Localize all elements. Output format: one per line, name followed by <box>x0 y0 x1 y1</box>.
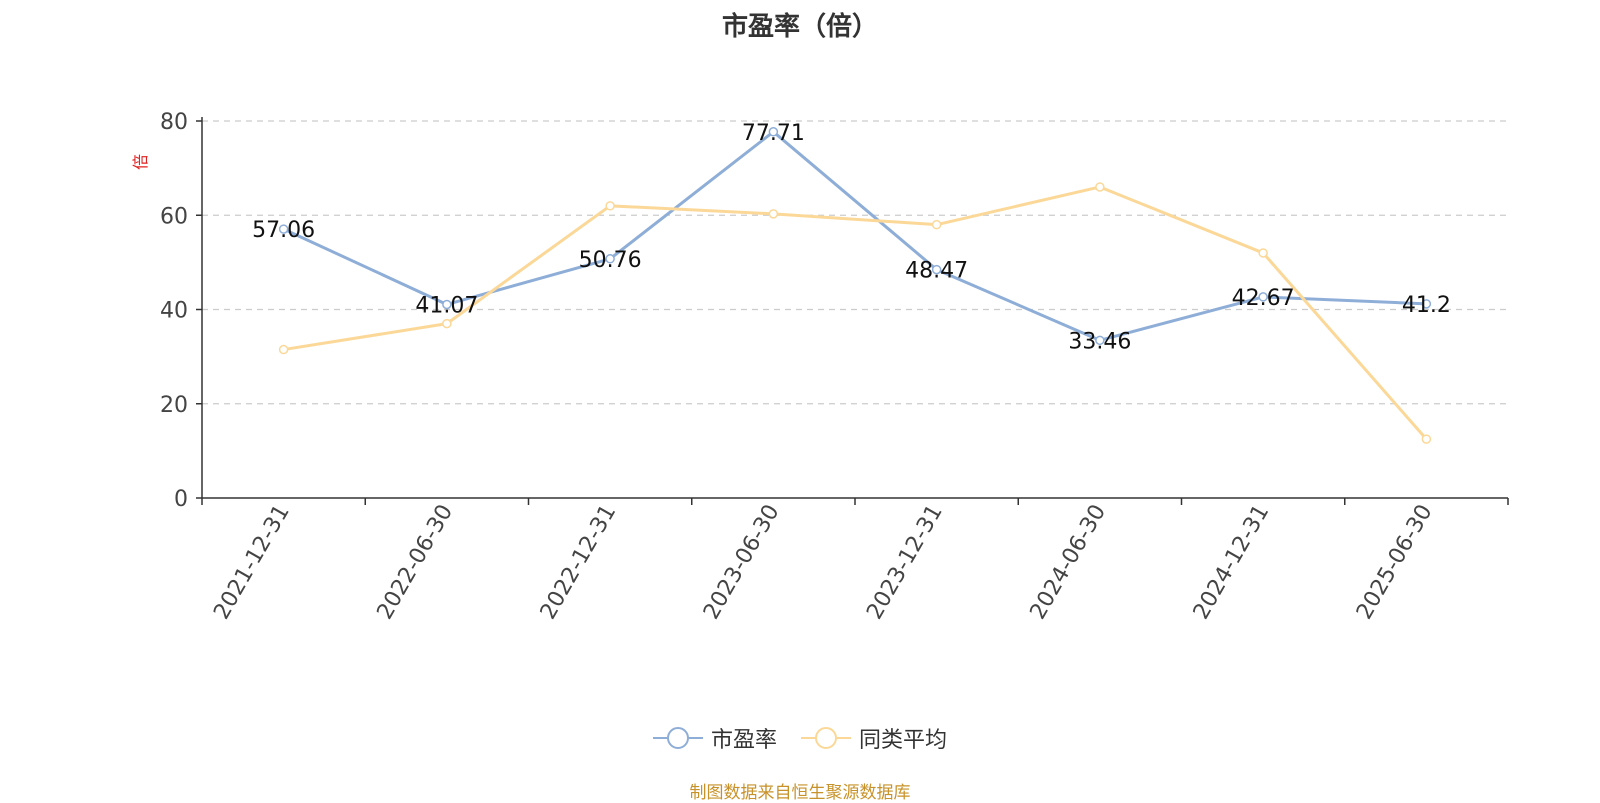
x-tick-label: 2025-06-30 <box>1352 501 1438 624</box>
data-labels: 57.06 41.07 50.76 77.71 48.47 33.46 42.67 41.2 <box>252 121 1451 355</box>
data-point <box>1258 248 1268 258</box>
chart-title: 市盈率（倍） <box>721 12 878 42</box>
legend: 市盈率 同类平均 <box>0 722 1600 754</box>
data-point <box>278 344 289 355</box>
x-tick-label: 2022-12-31 <box>536 501 622 624</box>
x-tick-label: 2021-12-31 <box>209 501 295 624</box>
data-point <box>1421 299 1432 309</box>
data-label: 50.76 <box>579 248 642 273</box>
x-tick-label: 2023-12-31 <box>862 501 948 624</box>
series-line-0 <box>282 130 1427 342</box>
data-point <box>278 224 289 234</box>
legend-swatch-series-1 <box>801 727 851 749</box>
data-label: 41.07 <box>415 293 478 318</box>
data-point <box>442 299 452 310</box>
data-label: 42.67 <box>1232 286 1295 311</box>
source-note: 制图数据来自恒生聚源数据库 <box>689 783 911 803</box>
data-point <box>1421 434 1432 444</box>
data-point <box>931 219 942 230</box>
x-tick-label: 2022-06-30 <box>372 501 458 624</box>
series-lines <box>282 130 1428 441</box>
data-point <box>1258 292 1268 302</box>
x-tick-label: 2024-06-30 <box>1025 501 1111 624</box>
data-points <box>278 127 1432 444</box>
y-tick-label: 0 <box>174 487 188 512</box>
data-point <box>442 318 452 329</box>
data-label: 57.06 <box>252 218 315 243</box>
data-point <box>605 254 615 264</box>
grid-lines <box>202 120 1508 405</box>
data-point <box>931 264 942 275</box>
x-tick-label: 2023-06-30 <box>699 501 785 624</box>
data-label: 48.47 <box>905 259 968 284</box>
data-point <box>1095 335 1105 346</box>
data-point <box>768 127 779 137</box>
axes: 0 20 40 60 80 倍 2021-12-31 2022-06-30 2022-12-31… <box>131 110 1509 624</box>
data-label: 41.2 <box>1402 293 1451 318</box>
legend-label-series-1: 同类平均 <box>859 728 948 753</box>
x-tick-label: 2024-12-31 <box>1189 501 1275 624</box>
legend-item-series-0[interactable]: 市盈率 <box>652 722 777 754</box>
y-tick-label: 20 <box>160 393 188 418</box>
legend-item-series-1[interactable]: 同类平均 <box>801 722 947 754</box>
y-tick-label: 80 <box>160 110 188 135</box>
data-label: 33.46 <box>1068 329 1131 354</box>
y-tick-label: 40 <box>160 299 188 324</box>
y-tick-label: 60 <box>160 204 188 229</box>
data-point <box>605 201 615 211</box>
legend-swatch-series-0 <box>652 727 703 749</box>
legend-label-series-0: 市盈率 <box>710 728 777 753</box>
data-point <box>768 209 779 219</box>
y-axis-title: 倍 <box>131 154 150 170</box>
data-label: 77.71 <box>742 121 805 146</box>
series-line-1 <box>283 185 1428 441</box>
data-point <box>1095 182 1105 192</box>
